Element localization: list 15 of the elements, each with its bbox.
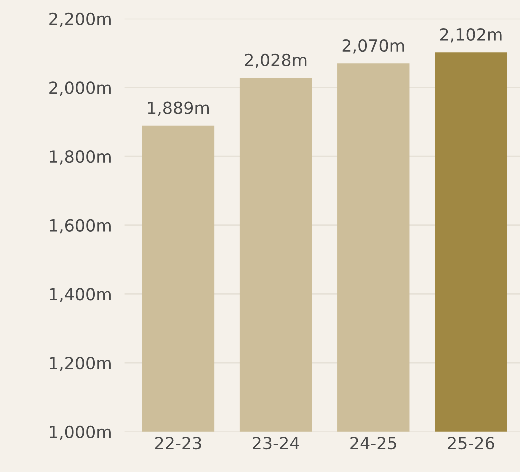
x-tick-label: 22-23: [155, 437, 202, 450]
data-label: 2,102m: [440, 28, 502, 43]
y-tick-label: 1,000m: [50, 426, 111, 440]
y-tick-label: 1,400m: [50, 288, 111, 302]
data-label: 2,028m: [245, 54, 307, 68]
data-label: 1,889m: [148, 102, 210, 116]
y-tick-label: 1,200m: [50, 357, 111, 372]
y-tick-label: 1,600m: [50, 219, 111, 234]
y-tick-label: 1,800m: [50, 150, 111, 165]
y-tick-label: 2,000m: [50, 82, 111, 96]
x-tick-label: 24-25: [350, 437, 396, 450]
x-tick-label: 23-24: [253, 437, 300, 450]
data-label: 2,070m: [342, 39, 404, 54]
y-tick-label: 2,200m: [50, 12, 111, 28]
x-tick-label: 25-26: [448, 437, 494, 450]
